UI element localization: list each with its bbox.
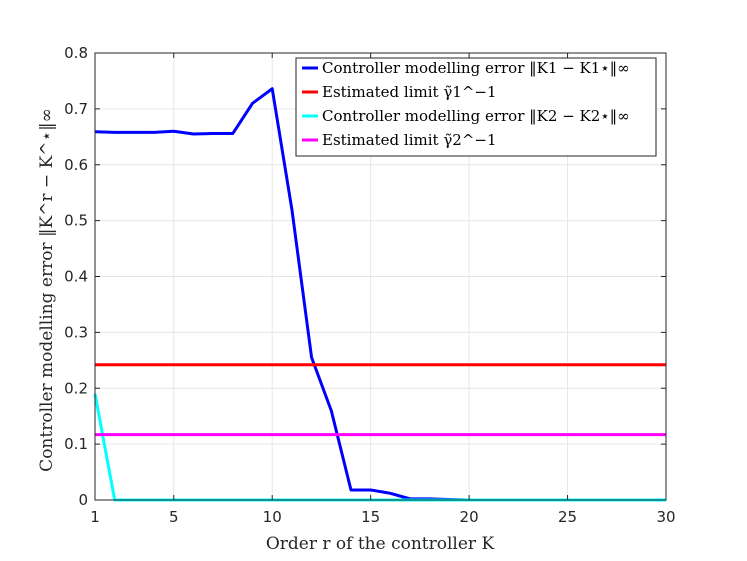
y-axis-ticks: 0 0.1 0.2 0.3 0.4 0.5 0.6 0.7 0.8 — [64, 44, 666, 509]
y-tick-label: 0.6 — [64, 156, 88, 174]
y-tick-label: 0.7 — [64, 100, 88, 118]
series-limit-1-legend-label: Estimated limit γ̃1^−1 — [322, 83, 497, 101]
series-k2-error-legend-label: Controller modelling error ‖K2 − K2⋆‖∞ — [322, 107, 630, 125]
y-tick-label: 0.5 — [64, 212, 88, 230]
y-tick-label: 0.4 — [64, 268, 88, 286]
x-tick-label: 20 — [460, 508, 479, 526]
x-tick-label: 25 — [558, 508, 577, 526]
y-tick-label: 0 — [78, 491, 88, 509]
series-k1-error-legend-label: Controller modelling error ‖K1 − K1⋆‖∞ — [322, 59, 630, 77]
legend-entries: Controller modelling error ‖K1 − K1⋆‖∞ Es… — [302, 59, 630, 149]
x-tick-label: 30 — [656, 508, 675, 526]
y-axis-label: Controller modelling error ‖K^r − K^⋆‖∞ — [37, 108, 57, 472]
x-axis-ticks: 1 5 10 15 20 25 30 — [90, 53, 676, 526]
y-tick-label: 0.2 — [64, 379, 88, 397]
x-tick-label: 1 — [90, 508, 100, 526]
x-tick-label: 10 — [263, 508, 282, 526]
series-limit-2-legend-label: Estimated limit γ̃2^−1 — [322, 131, 497, 149]
x-axis-label: Order r of the controller K — [266, 534, 495, 554]
x-tick-label: 5 — [169, 508, 179, 526]
x-tick-label: 15 — [361, 508, 380, 526]
y-tick-label: 0.3 — [64, 323, 88, 341]
y-tick-label: 0.8 — [64, 44, 88, 62]
legend-box — [295, 57, 657, 157]
legend: Controller modelling error ‖K1 − K1⋆‖∞ Es… — [295, 57, 657, 157]
y-tick-label: 0.1 — [64, 435, 88, 453]
